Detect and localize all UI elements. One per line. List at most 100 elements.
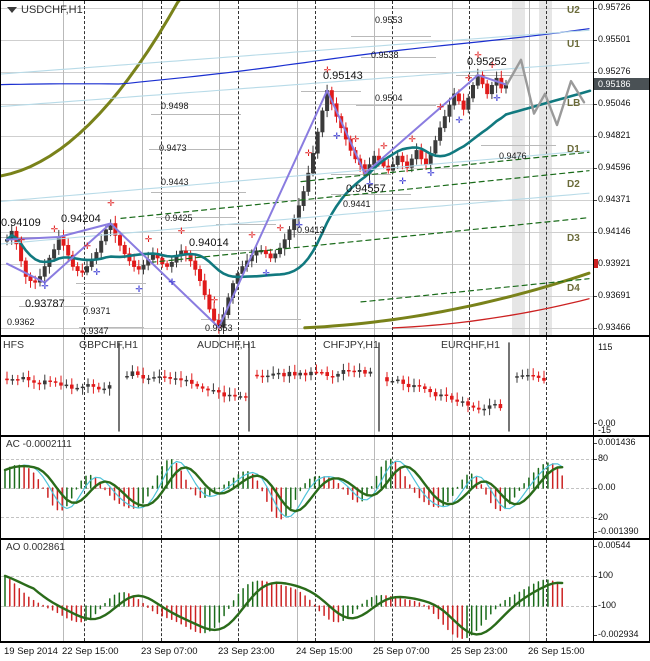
fractal-down-marker: ✛ [365, 179, 374, 189]
mini-candlestick [227, 394, 232, 397]
fractal-up-marker: ✛ [144, 234, 153, 245]
ac-axis[interactable]: 0.001436 80 0.00 20 -0.001390 [593, 437, 649, 538]
mini-candlestick [107, 385, 112, 389]
candlestick [456, 93, 461, 102]
fractal-down-marker: ✛ [398, 176, 407, 187]
vertical-gridline [374, 540, 375, 641]
fractal-up-marker: ✛ [50, 224, 59, 235]
mini-candlestick [336, 373, 340, 377]
vertical-gridline [142, 540, 143, 641]
price-annotation: 0.9413 [297, 225, 325, 235]
candlestick [23, 260, 28, 277]
ao-panel[interactable]: 0.00544 100 -100 -0.002934 AO 0.002861 [0, 539, 650, 642]
mini-candlestick [303, 372, 308, 376]
candlestick [141, 264, 146, 270]
vertical-period-separator [315, 337, 316, 435]
candlestick [52, 249, 57, 259]
symbols-axis[interactable]: 115 0.00 -15 [593, 337, 649, 435]
candlestick [85, 266, 90, 273]
price-axis[interactable]: 0.95726 0.95501 0.95276 0.95046 0.94821 0.945… [593, 1, 649, 335]
level-line [481, 145, 556, 146]
price-tick-label: 0.94371 [598, 194, 631, 204]
candlestick [466, 97, 471, 110]
vertical-period-separator [469, 437, 470, 538]
ao-plot-area[interactable] [1, 540, 649, 641]
price-annotation: 0.94204 [61, 213, 101, 225]
candlestick [423, 158, 428, 165]
mini-candlestick [471, 405, 476, 408]
ao-axis[interactable]: 0.00544 100 -100 -0.002934 [593, 540, 649, 641]
mini-candlestick [157, 376, 162, 378]
fractal-down-marker: ✛ [262, 268, 270, 279]
price-annotation: 0.9362 [7, 317, 35, 327]
mini-candlestick [493, 404, 497, 406]
candlestick [310, 153, 315, 174]
level-dashed-line [1, 576, 649, 577]
symbol-strip-label-1: GBPCHF,H1 [79, 339, 138, 351]
candlestick [277, 247, 282, 255]
candlestick [193, 260, 198, 270]
vertical-gridline [297, 1, 298, 335]
chart-vector-layer [1, 1, 592, 335]
symbols-plot-area[interactable]: HFS GBPCHF,H1 AUDCHF,H1 CHFJPY,H1 EURCHF,H1 [1, 337, 649, 435]
mini-candlestick [536, 375, 541, 378]
candlestick [287, 229, 292, 240]
ac-plot-area[interactable] [1, 437, 649, 538]
current-price-badge[interactable]: 0.95186 [594, 78, 649, 91]
mini-candlestick [314, 371, 319, 374]
ac-plot-tick-label: 20 [598, 512, 609, 522]
triangle-down-icon[interactable] [7, 7, 17, 14]
horizontal-gridline [1, 136, 649, 137]
level-line [201, 319, 301, 320]
symbols-tick-label: 115 [598, 342, 613, 352]
candlestick [433, 140, 438, 154]
mini-candlestick [255, 374, 259, 377]
price-tick-label: 0.95046 [598, 98, 631, 108]
mini-candlestick [26, 377, 31, 381]
candlestick [235, 273, 240, 284]
channel-d4-line [392, 298, 590, 329]
candlestick [75, 266, 80, 271]
mini-candlestick [271, 373, 275, 376]
vertical-gridline [219, 1, 220, 335]
candlestick [169, 261, 174, 267]
axis-tickmark [594, 635, 597, 636]
main-plot-area[interactable]: ✛✛✛✛✛✛✛✛✛✛✛✛✛✛✛✛✛✛✛✛✛✛✛✛✛✛✛✛✛✛✛0.95530.9… [1, 1, 649, 335]
fractal-up-marker: ✛ [210, 294, 219, 305]
price-annotation: 0.9371 [83, 306, 111, 316]
main-price-panel[interactable]: ✛✛✛✛✛✛✛✛✛✛✛✛✛✛✛✛✛✛✛✛✛✛✛✛✛✛✛✛✛✛✛0.95530.9… [0, 0, 650, 336]
mini-candlestick [282, 372, 286, 377]
candlestick [207, 294, 212, 310]
axis-tickmark [594, 576, 597, 577]
axis-tickmark [594, 296, 597, 297]
axis-tickmark [594, 532, 597, 533]
vertical-period-separator [238, 1, 239, 335]
axis-tickmark [594, 168, 597, 169]
price-annotation: 0.9498 [161, 101, 189, 111]
mini-candlestick [70, 384, 74, 389]
fractal-up-marker: ✛ [488, 59, 496, 70]
ac-panel[interactable]: 0.001436 80 0.00 20 -0.001390 AC -0.0002111 [0, 436, 650, 539]
ac-plot-tick-label: 80 [598, 453, 609, 463]
axis-tickmark [594, 200, 597, 201]
mini-candlestick [352, 370, 356, 373]
axis-tickmark [594, 328, 597, 329]
vertical-gridline [63, 540, 64, 641]
level-line [361, 57, 436, 58]
price-annotation: 0.9476 [499, 151, 527, 161]
fractal-down-marker: ✛ [168, 276, 176, 287]
level-label-u1: U1 [567, 39, 580, 50]
mini-candlestick [357, 370, 362, 372]
fractal-down-marker: ✛ [41, 280, 49, 291]
mini-candlestick [48, 380, 52, 382]
candlestick [28, 276, 33, 281]
time-axis[interactable]: 19 Sep 2014 22 Sep 15:00 23 Sep 07:00 23 Se… [0, 642, 650, 661]
price-tick-label: 0.94146 [598, 226, 631, 236]
ao-plot-tick-label: -100 [598, 600, 617, 610]
symbols-panel[interactable]: HFS GBPCHF,H1 AUDCHF,H1 CHFJPY,H1 EURCHF,H1 … [0, 336, 650, 436]
mini-candlestick [173, 378, 178, 380]
mini-candlestick [412, 385, 416, 388]
axis-tickmark [594, 104, 597, 105]
vertical-gridline [142, 1, 143, 335]
price-annotation: 0.9473 [159, 143, 187, 153]
